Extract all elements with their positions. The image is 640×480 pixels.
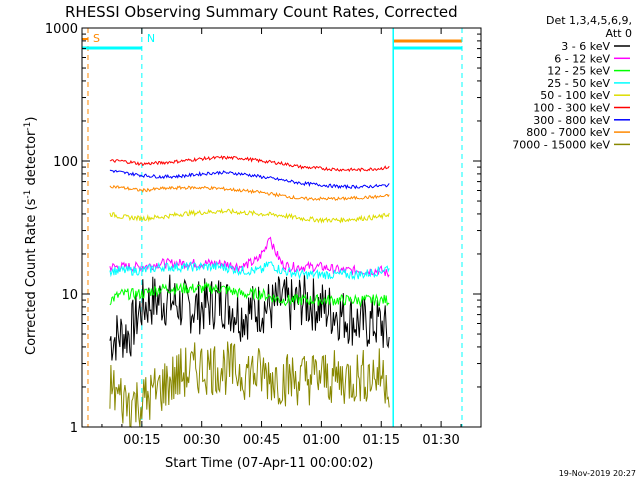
marker-label: S	[93, 32, 100, 45]
x-axis-label: Start Time (07-Apr-11 00:00:02)	[165, 456, 373, 471]
legend-entry-label: 12 - 25 keV	[547, 65, 610, 78]
x-axis-ticks: 00:15 00:30 00:45 01:00 01:15 01:30	[101, 28, 462, 448]
y-tick-label: 1	[70, 421, 78, 436]
x-tick-label: 00:15	[123, 433, 160, 448]
legend-entry-label: 50 - 100 keV	[540, 89, 610, 102]
chart-title: RHESSI Observing Summary Count Rates, Co…	[65, 3, 458, 21]
series-line	[109, 184, 390, 202]
series-layer	[109, 155, 390, 428]
legend-entry-label: 7000 - 15000 keV	[512, 138, 610, 151]
legend-entry-label: 300 - 800 keV	[533, 114, 610, 127]
legend-header-line2: Att 0	[606, 27, 632, 40]
legend-entry-label: 100 - 300 keV	[533, 102, 610, 115]
marker-label: N	[147, 32, 155, 45]
y-axis-label-main: Corrected Count Rate (s	[24, 198, 39, 355]
legend-entry-label: 25 - 50 keV	[547, 77, 610, 90]
legend-header-line1: Det 1,3,4,5,6,9,	[546, 14, 632, 27]
legend-entry-label: 800 - 7000 keV	[526, 126, 610, 139]
y-axis-label-sup2: -1	[23, 122, 33, 131]
y-tick-label: 10	[61, 288, 78, 303]
series-line	[109, 281, 390, 308]
series-line	[109, 273, 390, 361]
y-axis-label-mid: detector	[24, 130, 39, 190]
legend-entry-label: 3 - 6 keV	[561, 40, 610, 53]
y-tick-label: 1000	[45, 22, 78, 37]
x-tick-label: 01:30	[422, 433, 459, 448]
footer-date: 19-Nov-2019 20:27	[559, 469, 636, 478]
y-axis-ticks: 1 10 100 1000	[45, 22, 481, 436]
x-tick-label: 01:00	[303, 433, 340, 448]
x-tick-label: 01:15	[363, 433, 400, 448]
x-tick-label: 00:30	[183, 433, 220, 448]
y-axis-label: Corrected Count Rate (s-1 detector-1)	[23, 117, 39, 355]
series-line	[109, 169, 390, 190]
series-line	[109, 207, 390, 224]
series-line	[109, 341, 390, 428]
y-axis-label-sup1: -1	[23, 190, 33, 199]
series-line	[109, 236, 390, 278]
y-tick-label: 100	[53, 155, 78, 170]
legend-entry-label: 6 - 12 keV	[554, 52, 610, 65]
x-tick-label: 00:45	[243, 433, 280, 448]
y-axis-label-end: )	[24, 117, 39, 122]
series-line	[109, 261, 390, 281]
series-line	[109, 155, 390, 173]
